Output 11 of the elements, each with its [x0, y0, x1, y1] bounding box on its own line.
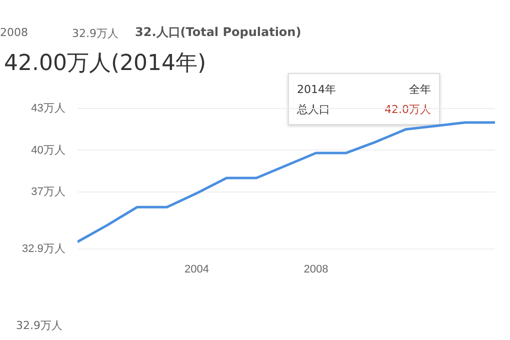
text: 2014年 — [297, 82, 336, 97]
chart-title: 42.00万人(2014年) — [4, 50, 206, 78]
chart-subtitle: 32.人口(Total Population) — [135, 24, 302, 41]
y-tick-label: 40万人 — [31, 144, 66, 156]
text: 全年 — [409, 82, 431, 97]
y-tick-label: 43万人 — [31, 102, 66, 115]
text: 32.9万人 — [72, 26, 118, 41]
y-tick-label: 37万人 — [31, 186, 66, 198]
y-tick-label: 32.9万人 — [22, 242, 66, 255]
x-tick-label: 2004 — [184, 263, 209, 276]
text: 2008 — [0, 26, 28, 39]
